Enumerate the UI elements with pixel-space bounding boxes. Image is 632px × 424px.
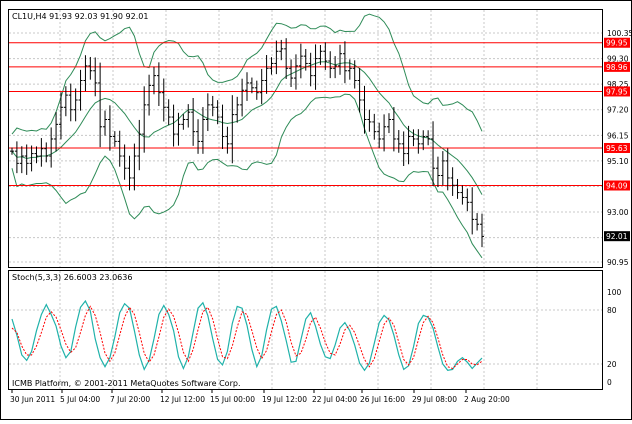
price-tick-label: 95.10 (607, 157, 629, 166)
stoch-main-line (11, 299, 483, 372)
stoch-tick-label: 0 (607, 378, 612, 387)
current-price-box: 92.01 (604, 231, 630, 242)
level-label: 94.09 (606, 182, 628, 191)
chart-header: CL1U,H4 91.93 92.03 91.90 92.01 (12, 12, 148, 21)
copyright-footer: ICMB Platform, © 2001-2011 MetaQuotes So… (12, 379, 241, 388)
time-tick-label: 15 Jul 00:00 (210, 395, 255, 404)
stoch-tick-label: 100 (607, 288, 622, 297)
grid-lines (9, 10, 602, 389)
level-label: 98.96 (606, 63, 628, 72)
stoch-panel-frame (8, 270, 603, 390)
stoch-tick-label: 20 (607, 360, 617, 369)
level-price-boxes: 99.95 98.96 97.95 95.63 94.09 (604, 37, 630, 191)
price-tick-label: 99.30 (607, 55, 629, 64)
stoch-axis-labels: 100 80 20 0 (607, 288, 622, 387)
time-tick-label: 29 Jul 08:00 (412, 395, 457, 404)
stoch-signal-line (11, 305, 483, 370)
lower-band-line (11, 93, 483, 259)
time-tick-label: 30 Jun 2011 (10, 395, 55, 404)
price-tick-label: 93.00 (607, 208, 629, 217)
stoch-header: Stoch(5,3,3) 26.6003 23.0636 (12, 273, 132, 282)
upper-band-line (11, 13, 483, 135)
time-axis-labels: 30 Jun 2011 5 Jul 04:00 7 Jul 20:00 12 Jul … (10, 389, 510, 404)
time-tick-label: 19 Jul 12:00 (262, 395, 307, 404)
level-box (604, 61, 630, 72)
level-label: 97.95 (606, 87, 628, 96)
stoch-tick-label: 80 (607, 306, 617, 315)
time-tick-label: 5 Jul 04:00 (60, 395, 100, 404)
price-tick-label: 100.35 (607, 29, 632, 38)
price-panel-frame (8, 9, 603, 268)
time-tick-label: 22 Jul 04:00 (312, 395, 357, 404)
time-tick-label: 26 Jul 16:00 (360, 395, 405, 404)
price-tick-label: 96.15 (607, 131, 629, 140)
price-tick-label: 98.25 (607, 80, 629, 89)
level-box (604, 37, 630, 48)
time-tick-label: 2 Aug 20:00 (464, 395, 510, 404)
bollinger-bands (11, 13, 483, 259)
level-label: 99.95 (606, 39, 628, 48)
current-price-label: 92.01 (606, 232, 628, 241)
time-tick-label: 7 Jul 20:00 (110, 395, 150, 404)
stochastic-lines (11, 299, 483, 372)
level-box (604, 142, 630, 153)
level-box (604, 86, 630, 97)
level-box (604, 180, 630, 191)
level-label: 95.63 (606, 144, 628, 153)
ohlc-bars (10, 38, 484, 248)
middle-band-line (11, 61, 483, 195)
price-tick-label: 97.20 (607, 106, 629, 115)
price-tick-label: 90.95 (607, 258, 629, 267)
time-tick-label: 12 Jul 12:00 (160, 395, 205, 404)
